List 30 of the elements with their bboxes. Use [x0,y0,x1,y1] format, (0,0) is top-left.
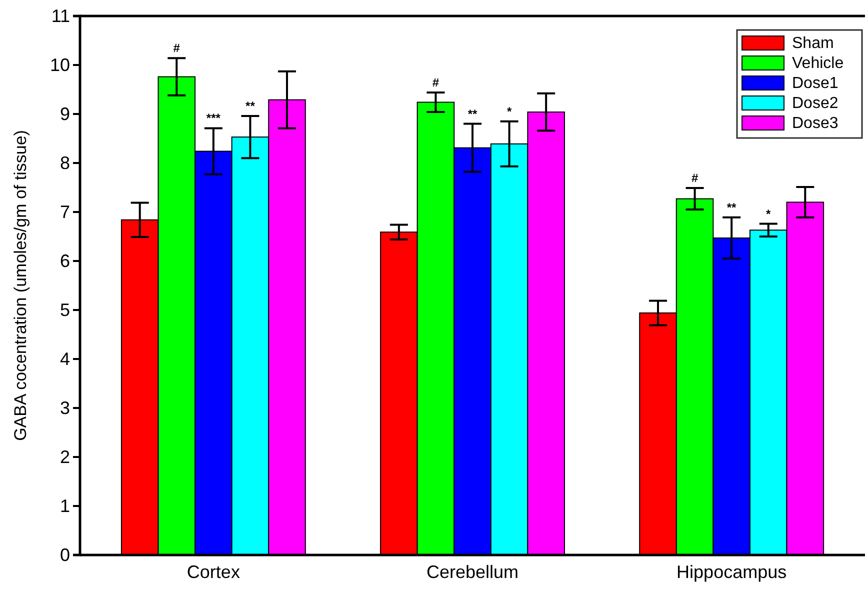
legend-label: Vehicle [792,55,844,72]
legend-label: Sham [792,35,834,52]
legend-label: Dose2 [792,95,838,112]
y-axis-title: GABA cocentration (umoles/gm of tissue) [11,130,30,441]
y-tick-label: 4 [60,348,70,369]
y-tick-label: 5 [60,300,70,320]
y-tick-label: 8 [60,152,70,173]
y-tick-label: 0 [60,544,70,565]
data-label: *** [206,111,221,126]
data-label: # [173,41,180,56]
y-tick-label: 3 [60,398,70,418]
legend-label: Dose1 [792,75,838,92]
y-tick-label: 1 [60,496,70,516]
data-label: ** [246,98,256,113]
data-label: ** [726,200,737,214]
x-tick-label: Hippocampus [676,562,787,582]
data-label: # [691,170,698,185]
y-tick-label: 9 [60,104,70,124]
y-tick-label: 11 [51,6,70,26]
x-tick-label: Cortex [186,562,240,582]
data-label: # [432,75,440,90]
y-tick-label: 7 [60,202,70,222]
data-label: * [506,104,512,118]
data-label: * [766,206,772,221]
x-tick-label: Cerebellum [426,562,519,582]
y-tick-label: 6 [60,250,70,271]
legend-label: Dose3 [792,115,838,132]
data-label: ** [468,106,478,121]
y-tick-label: 2 [60,446,70,467]
y-tick-label: 10 [50,54,70,75]
